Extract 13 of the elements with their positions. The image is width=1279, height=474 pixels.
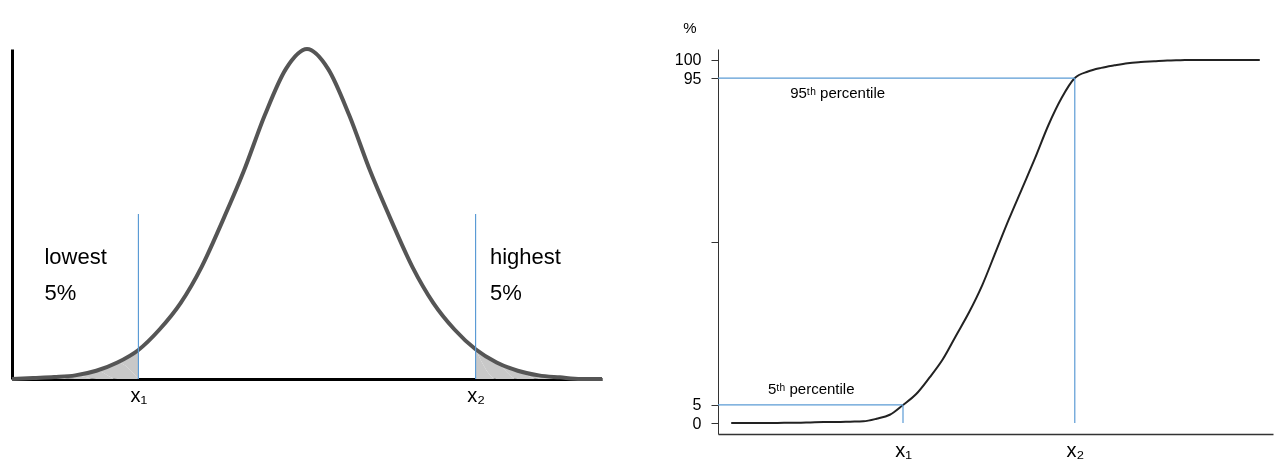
y-tick-label: 95 — [683, 69, 702, 87]
y-tick-label: 0 — [692, 414, 702, 432]
annotation: lowest 5% — [44, 244, 107, 305]
x-tick-label: x₂ — [467, 383, 485, 406]
annotation: 5ᵗʰ percentile — [767, 380, 855, 398]
x-tick-label: x₁ — [130, 383, 148, 406]
y-tick-label: 5 — [692, 396, 702, 414]
x-tick-label: x₁ — [895, 438, 913, 461]
x-tick-label: x₂ — [1066, 438, 1085, 461]
annotation: highest 5% — [489, 244, 561, 305]
annotation: 95ᵗʰ percentile — [790, 83, 886, 101]
y-tick-label: 100 — [674, 51, 702, 69]
y-axis-title: % — [683, 18, 697, 36]
